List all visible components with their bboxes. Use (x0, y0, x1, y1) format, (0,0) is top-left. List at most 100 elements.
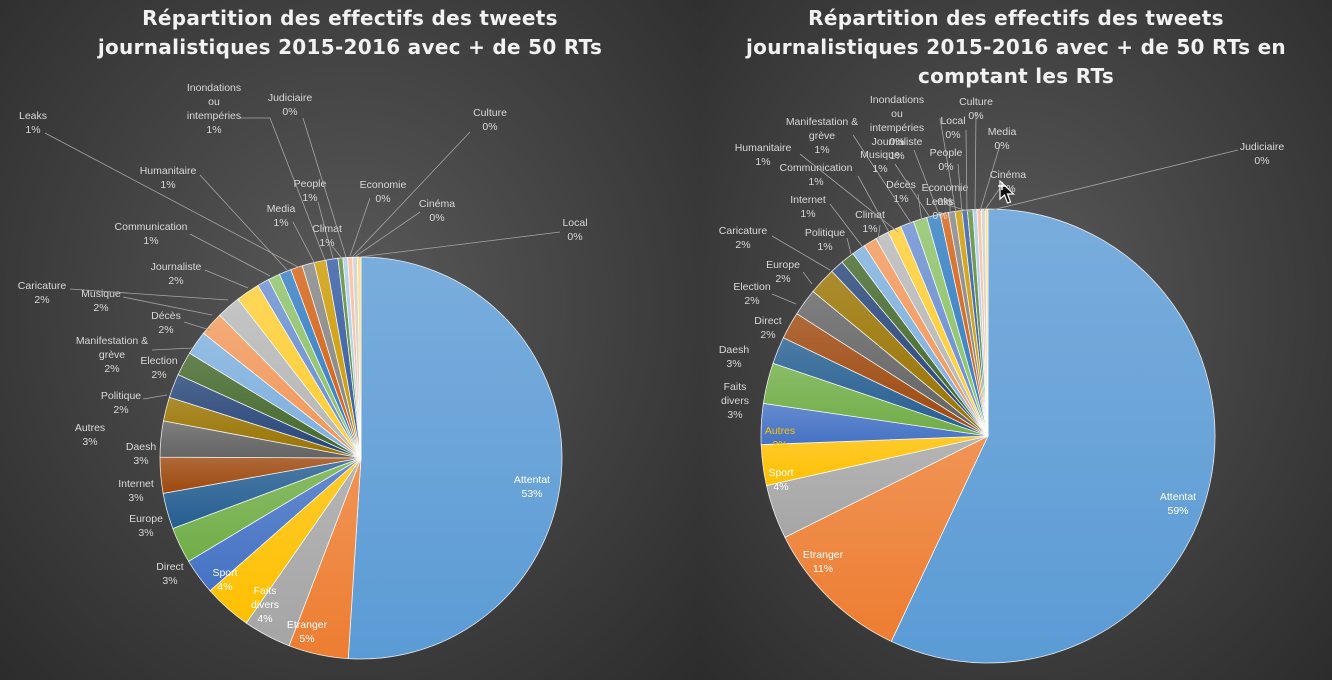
left-label-politique: Politique 2% (101, 390, 141, 416)
right-label-culture: Culture 0% (959, 96, 993, 122)
right-label-sport: Sport 4% (768, 467, 793, 493)
left-label-economie: Economie 0% (360, 179, 407, 205)
left-label-people: People 1% (294, 178, 327, 204)
move-cursor-icon (998, 180, 1015, 204)
right-chart-title: Répartition des effectifs des tweets jou… (746, 6, 1286, 88)
left-label-communication: Communication 1% (115, 221, 188, 247)
left-label-humanitaire: Humanitaire 1% (140, 165, 197, 191)
right-leader-politique (846, 237, 852, 255)
left-leader-leaks (44, 132, 301, 269)
right-label-climat: Climat 1% (855, 209, 885, 235)
right-leader-media (979, 144, 1001, 212)
left-slice-attentat (347, 256, 563, 660)
left-label-autres: Autres 3% (75, 422, 105, 448)
right-slice-etranger (784, 435, 989, 642)
left-leader-deces (183, 321, 211, 331)
left-label-journaliste: Journaliste 2% (151, 261, 202, 287)
left-leader-local (358, 231, 561, 258)
right-label-humanitaire: Humanitaire 1% (735, 142, 792, 168)
left-label-daesh: Daesh 3% (126, 441, 157, 467)
left-label-caricature: Caricature 2% (18, 280, 67, 306)
right-label-internet: Internet 1% (790, 194, 826, 220)
right-leader-journaliste (913, 149, 941, 218)
left-leader-musique (122, 296, 213, 316)
right-label-judiciaire: Judiciaire 0% (1240, 141, 1285, 167)
left-leader-economie (349, 197, 371, 257)
right-label-faits-divers: Faits divers 3% (721, 381, 749, 421)
left-label-culture: Culture 0% (473, 107, 507, 133)
right-slice-attentat (890, 208, 1216, 664)
left-leader-politique (142, 394, 168, 400)
left-label-attentat: Attentat 53% (514, 474, 550, 500)
right-label-etranger: Etranger 11% (803, 549, 844, 575)
right-leader-climat (877, 224, 881, 241)
right-label-caricature: Caricature 2% (719, 225, 768, 251)
right-label-deces: Décès 1% (886, 179, 916, 205)
left-label-climat: Climat 1% (312, 223, 342, 249)
right-label-election: Election 2% (733, 281, 771, 307)
left-label-deces: Décès 2% (151, 310, 181, 336)
right-label-leaks: Leaks 0% (926, 196, 954, 222)
right-label-people: People 0% (930, 147, 963, 173)
left-label-europe: Europe 3% (129, 513, 163, 539)
left-leader-judiciaire (302, 117, 347, 258)
right-leader-manifestation-greve (852, 134, 914, 227)
left-label-election: Election 2% (140, 355, 178, 381)
right-leader-leaks (947, 204, 972, 213)
left-label-local: Local 0% (562, 217, 587, 243)
left-leader-journaliste (204, 269, 249, 289)
right-label-europe: Europe 2% (766, 259, 800, 285)
right-label-autres: Autres 3% (765, 425, 795, 451)
right-leader-local (965, 129, 968, 213)
right-label-politique: Politique 1% (805, 227, 845, 253)
right-label-attentat: Attentat 59% (1160, 491, 1196, 517)
left-label-leaks: Leaks 1% (19, 110, 47, 136)
left-label-cinema: Cinéma 0% (419, 198, 455, 224)
right-leader-culture (974, 111, 977, 212)
right-label-musique: Musique 1% (860, 149, 900, 175)
left-leader-cinema (355, 211, 421, 257)
right-label-inondations-ou-intemperies: Inondations ou intempéries 0% (870, 94, 924, 148)
left-leader-caricature (69, 288, 229, 301)
right-label-economie: Economie 0% (922, 182, 969, 208)
left-label-etranger: Etranger 5% (287, 619, 328, 645)
right-label-local: Local 0% (940, 115, 965, 141)
left-label-inondations-ou-intemperies: Inondations ou intempéries 1% (187, 82, 241, 136)
left-label-direct: Direct 3% (156, 561, 184, 587)
right-leader-humanitaire (799, 153, 899, 233)
right-leader-people (957, 163, 963, 214)
left-label-manifestation-greve: Manifestation & grève 2% (76, 335, 148, 375)
right-leader-inondations-ou-intemperies (939, 117, 957, 214)
left-label-internet: Internet 3% (118, 478, 154, 504)
left-label-media: Media 1% (267, 203, 296, 229)
right-leader-europe (802, 271, 813, 285)
right-leader-cinema (983, 187, 1001, 212)
right-leader-judiciaire (987, 149, 1239, 212)
right-label-daesh: Daesh 3% (719, 344, 750, 370)
right-leader-deces (917, 193, 923, 223)
right-label-journaliste: Journaliste 1% (872, 136, 923, 162)
right-leader-election (771, 293, 797, 305)
left-leader-communication (189, 233, 271, 277)
right-label-communication: Communication 1% (780, 162, 853, 188)
left-leader-humanitaire (199, 174, 288, 271)
left-pie-chart: Attentat 53% Etranger 5% Faits divers 4% Sport 4… (18, 82, 588, 660)
left-leader-manifestation-greve (151, 347, 194, 351)
left-label-judiciaire: Judiciaire 0% (268, 92, 313, 118)
right-leader-communication (857, 175, 891, 235)
left-label-sport: Sport 4% (212, 567, 237, 593)
left-label-musique: Musique 2% (81, 288, 121, 314)
right-label-direct: Direct 2% (754, 315, 782, 341)
left-label-faits-divers: Faits divers 4% (251, 585, 279, 625)
left-leader-people (317, 201, 334, 259)
right-leader-caricature (771, 235, 831, 271)
right-leader-internet (829, 203, 863, 247)
right-label-media: Media 0% (988, 126, 1017, 152)
right-label-manifestation-greve: Manifestation & grève 1% (786, 116, 858, 156)
left-leader-culture (352, 131, 471, 257)
left-leader-media (292, 221, 316, 265)
left-chart-title: Répartition des effectifs des tweets jou… (97, 6, 603, 59)
left-leader-climat (331, 245, 342, 258)
left-leader-inondations-ou-intemperies (240, 117, 326, 261)
right-leader-musique (894, 163, 932, 220)
